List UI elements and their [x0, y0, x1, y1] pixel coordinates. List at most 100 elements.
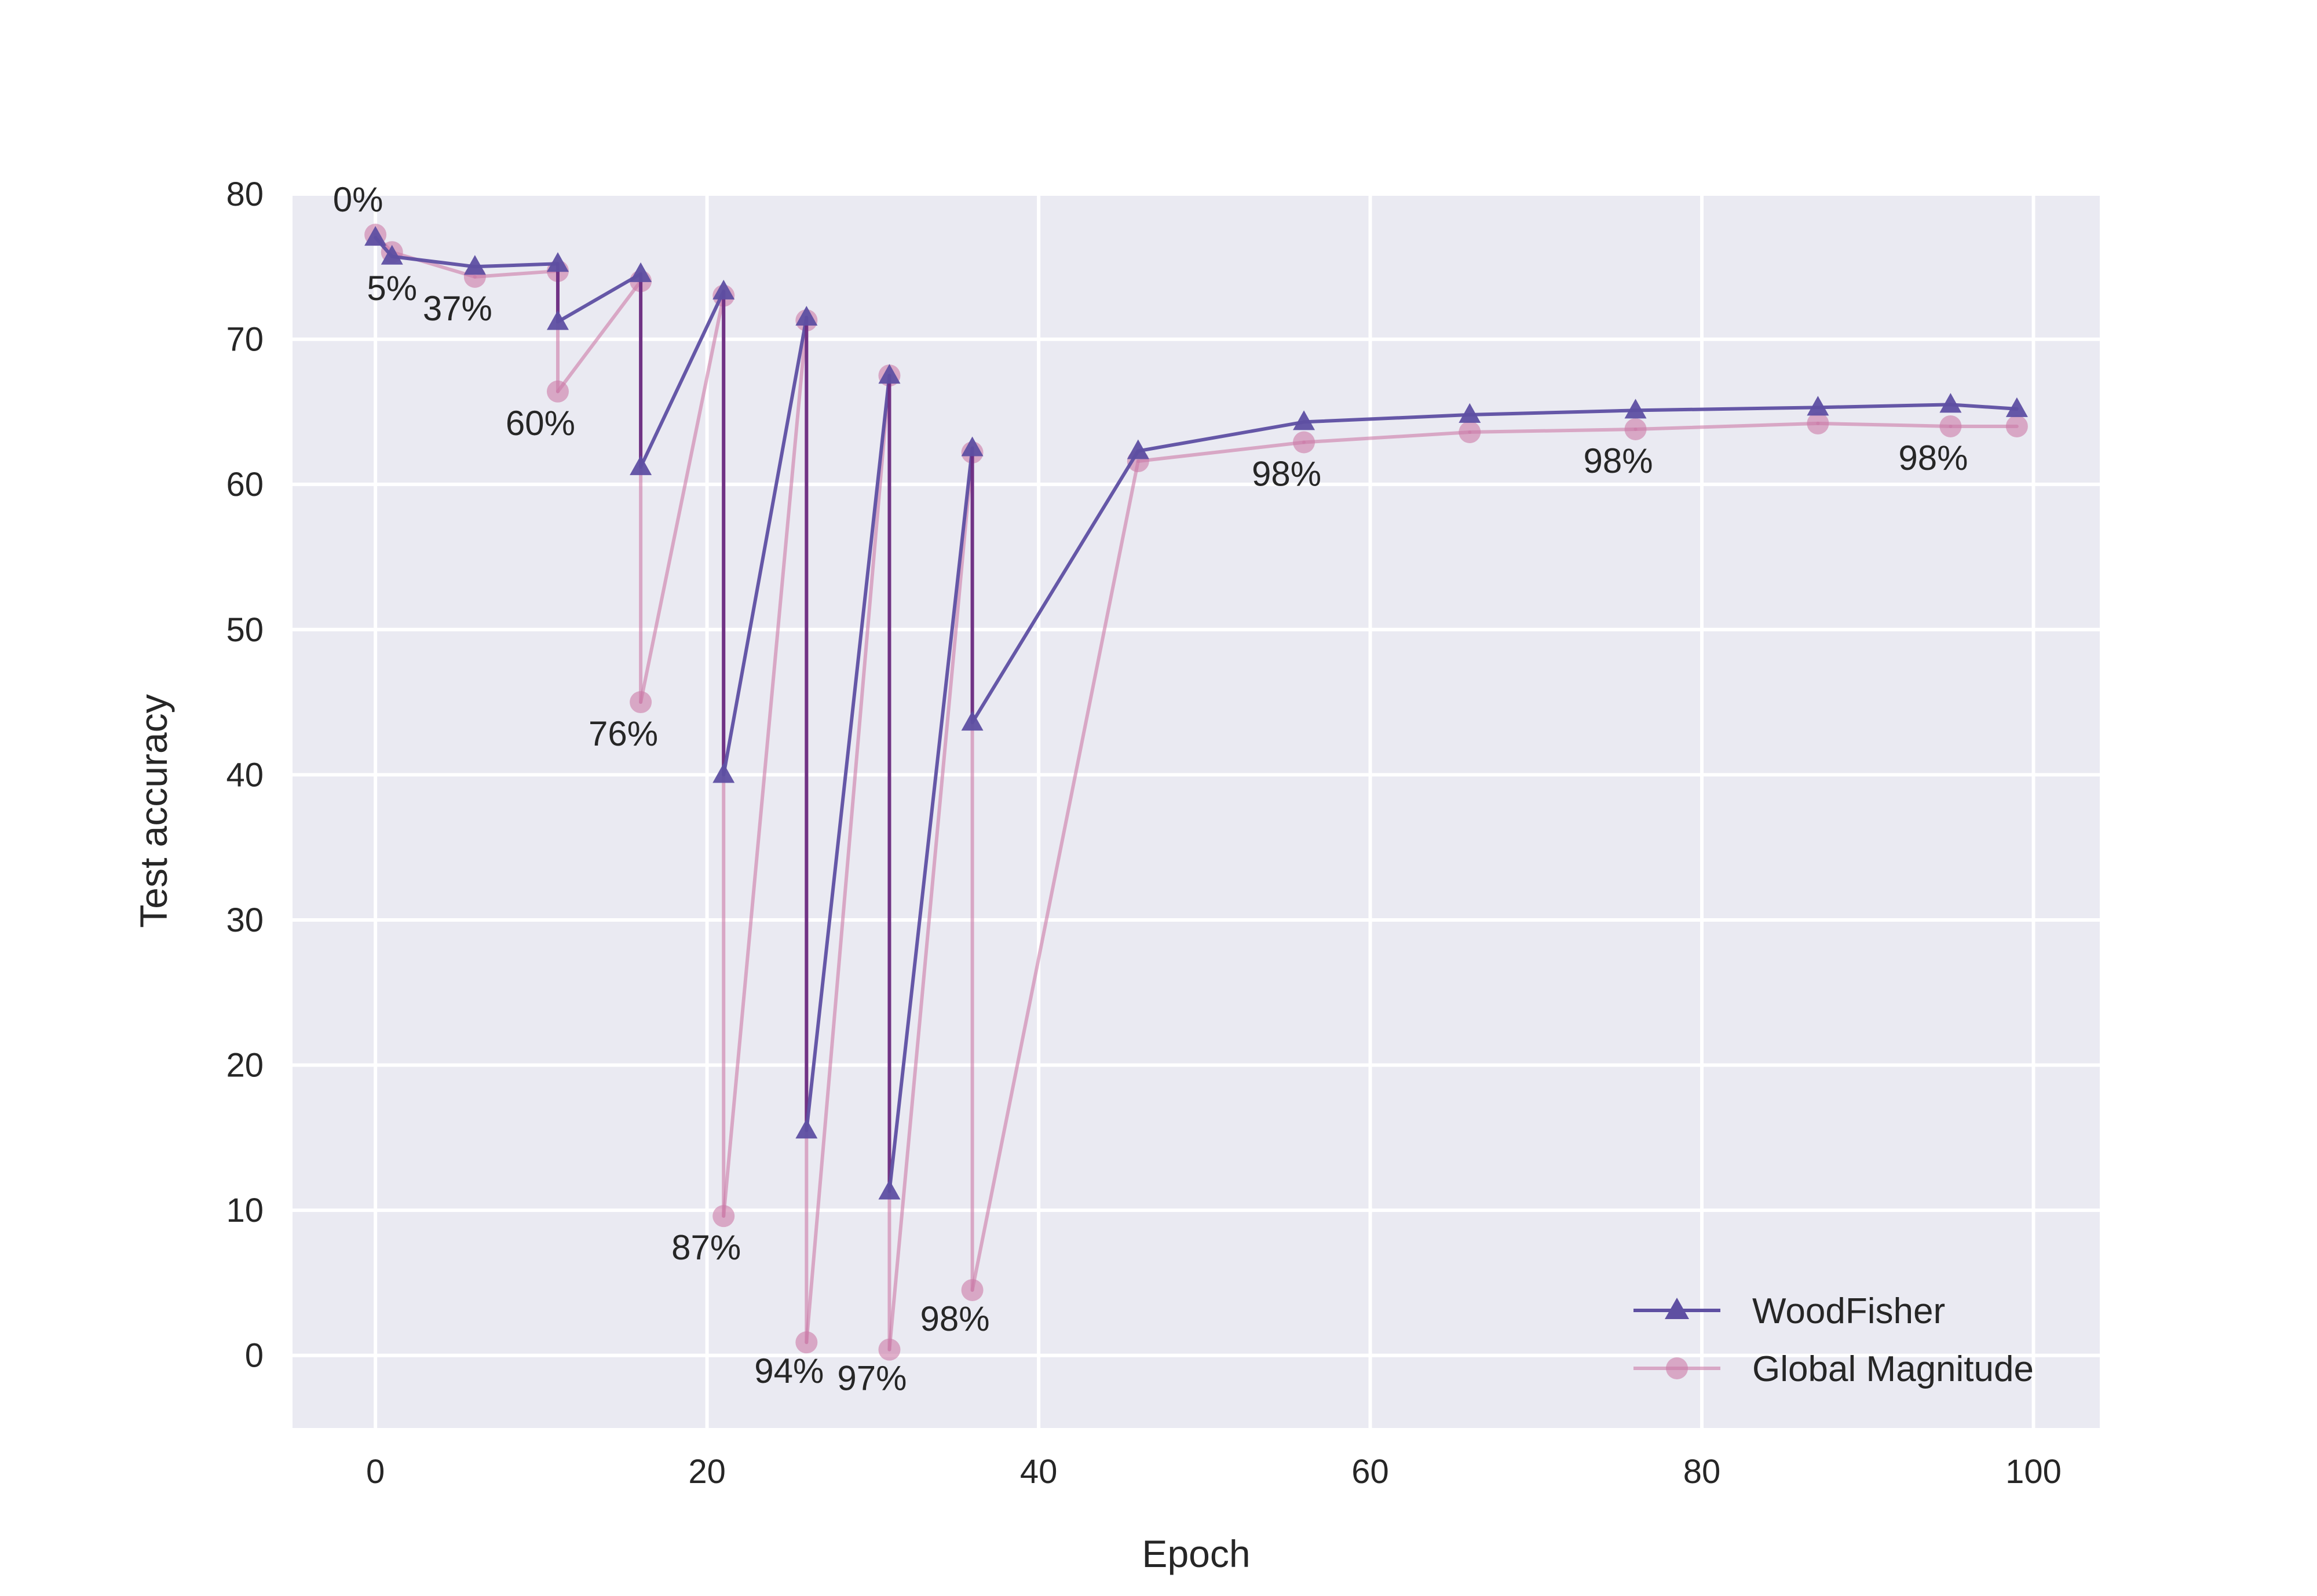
y-tick-label: 30 [226, 901, 264, 939]
data-point-circle [961, 1279, 984, 1301]
series-line-segment [556, 279, 643, 393]
tick-labels: 0 20 40 60 80 100 0 10 20 30 40 50 60 70 80 [226, 176, 2061, 1491]
data-point-circle [1624, 418, 1647, 440]
data-point-triangle [961, 436, 984, 456]
data-point-triangle [364, 226, 387, 246]
data-point-circle [546, 380, 569, 403]
series-line-segment [1633, 406, 1820, 412]
series-line-segment [1816, 403, 1953, 410]
series-line-segment [805, 374, 891, 1345]
data-point-triangle [712, 279, 735, 300]
series-line-segment [1468, 408, 1638, 417]
legend-marker-global-magnitude [1666, 1357, 1688, 1379]
series-line-segment [1136, 440, 1306, 463]
data-point-triangle [630, 262, 652, 282]
series-woodfisher [364, 226, 2028, 1200]
series-line-segment [887, 446, 974, 1193]
data-annotation: 60% [506, 404, 575, 443]
data-point-circle [2005, 415, 2028, 437]
data-annotation: 87% [671, 1228, 741, 1267]
data-point-triangle [1939, 393, 1962, 413]
series-line-segment [1468, 427, 1638, 434]
data-point-circle [795, 1331, 818, 1354]
y-tick-label: 40 [226, 756, 264, 794]
data-point-triangle [463, 255, 486, 275]
series-line-segment [887, 451, 974, 1352]
series-line-segment [970, 459, 1140, 1292]
plot-background [293, 194, 2100, 1428]
data-point-triangle [1807, 396, 1829, 416]
y-tick-label: 0 [245, 1337, 264, 1375]
data-point-circle [1459, 421, 1481, 443]
series-line-segment [556, 272, 643, 324]
data-point-triangle [1459, 403, 1481, 423]
series-line-segment [722, 316, 809, 777]
data-point-triangle [878, 364, 901, 384]
data-annotation: 97% [837, 1359, 907, 1398]
data-point-circle [712, 1205, 735, 1228]
data-point-triangle [1127, 439, 1149, 459]
series-line-segment [1136, 420, 1306, 453]
legend-label-global-magnitude: Global Magnitude [1752, 1349, 2034, 1389]
data-point-triangle [795, 1119, 818, 1139]
series-line-segment [1949, 403, 2019, 411]
series-line-segment [473, 262, 560, 269]
x-tick-label: 60 [1351, 1453, 1389, 1491]
data-point-triangle [381, 244, 403, 265]
data-point-triangle [878, 1179, 901, 1200]
data-annotation: 98% [920, 1299, 990, 1338]
series-line-segment [970, 449, 1140, 725]
series-line-segment [1302, 412, 1472, 424]
data-point-triangle [1293, 410, 1315, 430]
data-annotation: 94% [754, 1352, 824, 1390]
data-point-triangle [1624, 399, 1647, 419]
series-line-segment [390, 254, 477, 269]
y-tick-label: 70 [226, 321, 264, 359]
data-annotation: 98% [1583, 441, 1653, 480]
series-line-segment [639, 289, 726, 469]
data-point-triangle [546, 310, 569, 330]
data-annotation: 37% [423, 289, 492, 328]
data-point-triangle [546, 252, 569, 272]
data-point-circle [630, 691, 652, 714]
y-axis-label: Test accuracy [132, 694, 175, 927]
series-line-segment [473, 269, 560, 279]
x-tick-label: 0 [366, 1453, 385, 1491]
y-tick-label: 20 [226, 1047, 264, 1084]
x-tick-label: 100 [2005, 1453, 2062, 1491]
series-line-segment [722, 319, 809, 1218]
data-annotation: 76% [589, 714, 658, 753]
x-tick-label: 20 [688, 1453, 726, 1491]
y-tick-label: 50 [226, 611, 264, 649]
x-axis-label: Epoch [1142, 1532, 1250, 1575]
legend-marker-woodfisher [1665, 1298, 1689, 1319]
legend: WoodFisher Global Magnitude [1633, 1291, 2034, 1389]
data-annotation: 98% [1252, 455, 1321, 494]
series-line-segment [805, 374, 891, 1133]
series-layer [364, 224, 2028, 1361]
y-tick-label: 60 [226, 466, 264, 503]
grid-lines [293, 192, 2100, 1428]
data-point-triangle [795, 306, 818, 326]
series-line-segment [639, 294, 726, 704]
annotation-layer: 0% 5%37% 60% 76% 87% 94% 97% 98% 98% 98% 98% [333, 180, 1968, 1398]
data-point-circle [878, 1338, 901, 1361]
data-point-triangle [2005, 397, 2028, 417]
series-line-segment [390, 250, 477, 279]
data-point-circle [1939, 415, 1962, 437]
series-line-segment [1816, 421, 1953, 428]
data-point-triangle [630, 455, 652, 476]
data-annotation: 5% [367, 269, 417, 308]
data-annotation: 0% [333, 180, 383, 219]
data-annotation: 98% [1898, 439, 1968, 477]
data-point-circle [1293, 431, 1315, 454]
series-line-segment [1633, 421, 1820, 431]
y-tick-label: 80 [226, 176, 264, 213]
data-point-triangle [712, 763, 735, 783]
y-tick-label: 10 [226, 1192, 264, 1229]
data-point-circle [1807, 412, 1829, 434]
x-tick-label: 80 [1683, 1453, 1721, 1491]
series-line-segment [1302, 430, 1472, 444]
